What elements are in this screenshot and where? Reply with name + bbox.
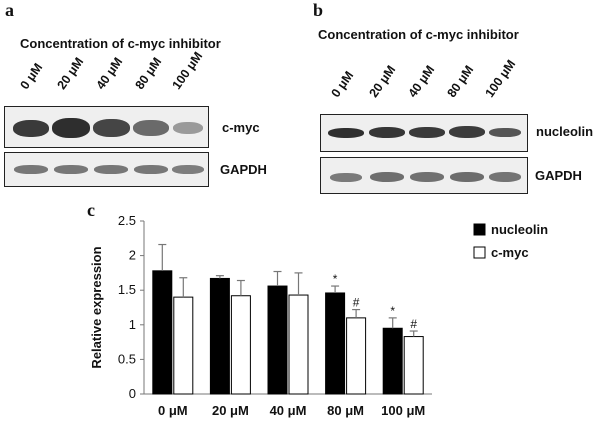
blot-band [94,165,128,174]
bar-c-myc [288,294,309,395]
blot-band [134,165,168,174]
y-tick-label: 0.5 [118,351,136,366]
blot-band [173,122,203,134]
panel-b-concentration-title: Concentration of c-myc inhibitor [318,27,519,42]
bar-nucleolin [152,270,173,395]
blot-band [410,172,444,182]
significance-mark: # [353,296,360,310]
significance-mark: # [410,317,417,331]
legend-label: nucleolin [491,222,548,237]
bar-c-myc [230,295,251,395]
panel-b-blot1-label: nucleolin [536,124,594,139]
panel-b-letter: b [313,0,324,20]
x-tick-label: 20 μM [212,403,249,418]
significance-mark: * [390,304,395,318]
panel-a-letter: a [5,0,14,20]
panel-a-cmyc-blot [4,106,209,148]
panel-a-blot2-label: GAPDH [220,162,267,177]
blot-band [330,173,362,182]
y-tick-label: 1.5 [118,282,136,297]
significance-mark: * [333,272,338,286]
blot-band [328,128,364,138]
blot-band [172,165,204,174]
y-tick-label: 2 [129,248,136,263]
bar-c-myc [173,296,194,395]
panel-b-gapdh-blot [320,157,528,194]
blot-band [54,165,88,174]
panel-b-blot2-label: GAPDH [535,168,582,183]
legend-label: c-myc [491,245,529,260]
bar-c-myc [403,336,424,395]
blot-band [133,120,169,136]
y-tick-label: 1 [129,317,136,332]
x-tick-label: 40 μM [270,403,307,418]
blot-band [13,120,49,137]
panel-c-letter: c [87,200,95,220]
bar-c-myc [346,317,367,395]
x-tick-label: 80 μM [327,403,364,418]
chart-bars: 0 μM 20 μM 40 μM 80 μM 100 μM * # * # [152,243,425,418]
x-tick-label: 0 μM [158,403,188,418]
blot-band [370,172,404,182]
panel-b-nucleolin-blot [320,114,528,152]
blot-band [369,127,405,138]
chart-axes: 0 0.5 1 1.5 2 2.5 Relative expression [89,213,432,401]
panel-a-concentration-title: Concentration of c-myc inhibitor [20,36,221,51]
bar-nucleolin [325,292,346,395]
y-tick-label: 2.5 [118,213,136,228]
legend-swatch-c-myc [473,246,486,259]
bar-nucleolin [382,327,403,395]
bar-nucleolin [209,277,230,395]
blot-band [52,118,90,138]
blot-band [489,128,521,137]
blot-band [409,127,445,138]
blot-band [450,172,484,182]
bar-nucleolin [267,285,288,395]
panel-a-blot1-label: c-myc [222,120,260,135]
x-tick-label: 100 μM [381,403,425,418]
y-tick-label: 0 [129,386,136,401]
legend-swatch-nucleolin [473,223,486,236]
panel-a-gapdh-blot [4,152,209,187]
blot-band [14,165,48,174]
y-axis-label: Relative expression [89,246,104,368]
blot-band [449,126,485,138]
blot-band [93,119,130,137]
chart-legend: nucleolin c-myc [473,222,548,260]
blot-band [489,172,521,182]
